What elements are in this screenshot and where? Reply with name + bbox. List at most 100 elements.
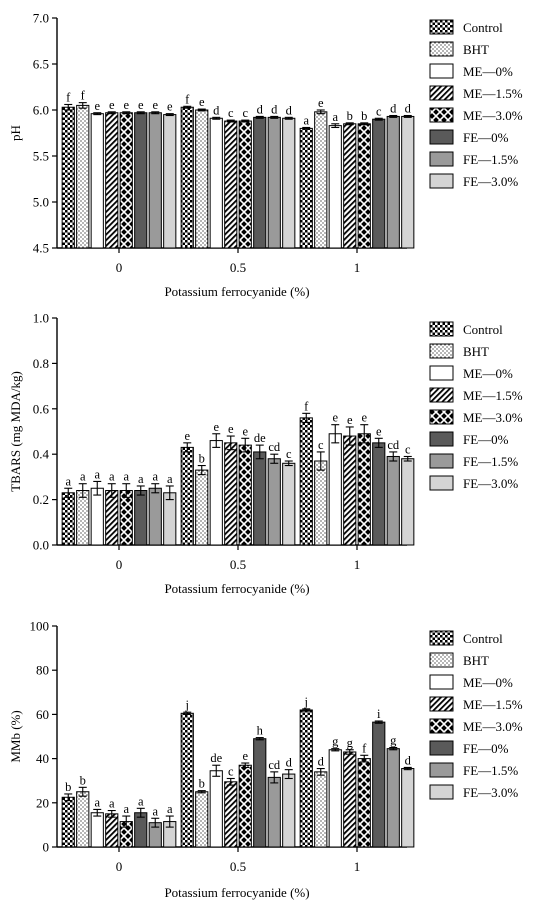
- significance-letter: d: [213, 103, 220, 117]
- legend-label-bht: BHT: [463, 42, 489, 57]
- significance-letter: f: [362, 741, 367, 755]
- chart-panel-2: 0.0 0.2 0.4 0.6 0.8 1.0 TBARS (mg MDA/kg) 0 0.5 1…: [8, 311, 523, 597]
- bar-fe-0-0-5: [253, 451, 267, 546]
- y-tick-label: 7.0: [33, 11, 49, 26]
- significance-letter: e: [242, 424, 248, 438]
- bar-control-0: [61, 106, 75, 249]
- legend-swatch-control: [429, 630, 454, 646]
- significance-letter: d: [257, 102, 264, 116]
- significance-letter: a: [167, 802, 173, 816]
- bar-fe-0-0: [134, 112, 148, 249]
- bar-fe-0-0: [134, 490, 148, 546]
- legend: Control BHT ME—0% ME—1.5% ME—3.0% FE—0% FE—1.5…: [429, 19, 523, 189]
- y-tick-label: 0: [43, 840, 50, 855]
- bar-me-1-5-0: [105, 112, 119, 249]
- bar-bht-0-5: [195, 469, 209, 546]
- legend-label-me-0: ME—0%: [463, 64, 513, 79]
- legend-swatch-me-3-0: [429, 107, 454, 123]
- bar-me-3-0-0: [119, 490, 133, 546]
- bar-control-0-5: [180, 106, 194, 249]
- significance-letter: j: [304, 695, 308, 709]
- bar-me-3-0-0-5: [238, 120, 252, 249]
- bar-bht-1: [314, 111, 328, 249]
- significance-letter: a: [94, 467, 100, 481]
- y-tick-label: 5.0: [33, 195, 49, 210]
- bar-fe-1-5-1: [386, 115, 400, 249]
- bar-me-3-0-0: [119, 112, 133, 249]
- y-tick-label: 4.5: [33, 241, 49, 256]
- y-tick-label: 20: [36, 795, 49, 810]
- bar-fe-1-5-1: [386, 748, 400, 848]
- x-tick-label: 0.5: [230, 260, 246, 275]
- significance-letter: i: [377, 707, 381, 721]
- legend-label-me-0: ME—0%: [463, 366, 513, 381]
- significance-letter: a: [167, 472, 173, 486]
- significance-letter: j: [185, 698, 189, 712]
- x-axis-label: Potassium ferrocyanide (%): [164, 284, 309, 299]
- significance-letter: e: [332, 411, 338, 425]
- bar-bht-1: [314, 460, 328, 546]
- bar-bht-0-5: [195, 791, 209, 848]
- legend-label-fe-1-5: FE—1.5%: [463, 454, 518, 469]
- significance-letter: e: [138, 98, 144, 112]
- bar-me-0-1: [328, 749, 342, 848]
- significance-letter: c: [286, 447, 292, 461]
- significance-letter: e: [376, 424, 382, 438]
- legend-label-control: Control: [463, 631, 503, 646]
- significance-letter: a: [123, 470, 129, 484]
- x-tick-label: 0: [116, 859, 123, 874]
- bar-me-3-0-1: [357, 758, 371, 848]
- y-tick-label: 0.2: [33, 492, 49, 507]
- bar-bht-0: [76, 791, 90, 848]
- significance-letter: de: [210, 751, 222, 765]
- significance-letter: e: [184, 429, 190, 443]
- bar-me-1-5-1: [343, 123, 357, 249]
- bar-bht-0-5: [195, 109, 209, 249]
- bar-me-1-5-0-5: [224, 120, 238, 249]
- legend-swatch-fe-3-0: [429, 475, 454, 491]
- significance-letter: e: [167, 100, 173, 114]
- bar-fe-0-0-5: [253, 738, 267, 848]
- significance-letter: g: [390, 734, 397, 748]
- y-tick-label: 6.0: [33, 103, 49, 118]
- significance-letter: e: [109, 98, 115, 112]
- significance-letter: f: [81, 89, 86, 103]
- legend-label-fe-3-0: FE—3.0%: [463, 174, 518, 189]
- legend-label-me-1-5: ME—1.5%: [463, 697, 523, 712]
- legend-label-fe-0: FE—0%: [463, 741, 509, 756]
- significance-letter: e: [123, 98, 129, 112]
- legend: Control BHT ME—0% ME—1.5% ME—3.0% FE—0% FE—1.5…: [429, 321, 523, 491]
- significance-letter: c: [318, 438, 324, 452]
- significance-letter: d: [286, 103, 293, 117]
- bar-control-1: [299, 709, 313, 848]
- significance-letter: c: [228, 764, 234, 778]
- legend-swatch-fe-1-5: [429, 151, 454, 167]
- x-tick-label: 1: [354, 260, 361, 275]
- bar-bht-0: [76, 104, 90, 249]
- significance-letter: de: [254, 431, 266, 445]
- bar-fe-1-5-1: [386, 455, 400, 546]
- legend-swatch-control: [429, 19, 454, 35]
- significance-letter: f: [66, 90, 71, 104]
- bar-me-0-0-5: [209, 440, 223, 546]
- significance-letter: d: [405, 753, 412, 767]
- significance-letter: g: [347, 736, 354, 750]
- significance-letter: a: [152, 804, 158, 818]
- bar-me-0-1: [328, 125, 342, 249]
- bar-me-1-5-1: [343, 435, 357, 546]
- legend-swatch-fe-0: [429, 129, 454, 145]
- significance-letter: a: [138, 794, 144, 808]
- significance-letter: cd: [268, 758, 281, 772]
- legend-label-bht: BHT: [463, 653, 489, 668]
- legend-swatch-me-1-5: [429, 85, 454, 101]
- bar-control-1: [299, 417, 313, 546]
- legend-swatch-fe-1-5: [429, 762, 454, 778]
- y-axis-label: MMb (%): [8, 710, 23, 762]
- bar-control-0-5: [180, 446, 194, 546]
- significance-letter: d: [390, 102, 397, 116]
- significance-letter: e: [199, 95, 205, 109]
- x-tick-label: 0.5: [230, 859, 246, 874]
- bar-bht-0: [76, 490, 90, 546]
- bar-control-1: [299, 127, 313, 249]
- legend-swatch-me-1-5: [429, 696, 454, 712]
